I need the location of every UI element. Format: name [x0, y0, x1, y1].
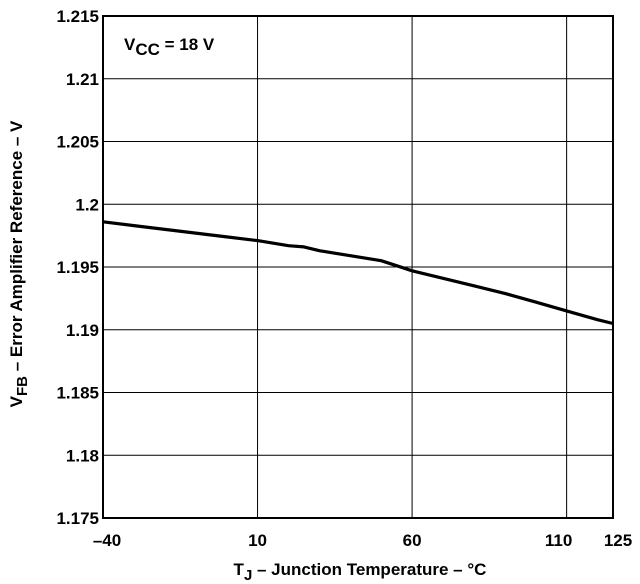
x-tick-labels: –40 10 60 110 125	[93, 531, 632, 550]
y-tick-label: 1.195	[56, 258, 99, 277]
y-tick-label: 1.175	[56, 509, 99, 528]
plot-area	[102, 15, 614, 519]
x-axis-title: TJ – Junction Temperature – °C	[234, 560, 487, 584]
y-tick-label: 1.19	[66, 321, 99, 340]
y-tick-label: 1.205	[56, 133, 99, 152]
y-tick-label: 1.185	[56, 384, 99, 403]
y-tick-label: 1.2	[75, 195, 99, 214]
y-tick-labels: 1.175 1.18 1.185 1.19 1.195 1.2 1.205 1.21 1.215	[56, 7, 99, 528]
y-axis-title: VFB – Error Amplifier Reference – V	[7, 120, 31, 407]
y-tick-label: 1.21	[66, 70, 99, 89]
x-tick-label: 10	[248, 531, 267, 550]
vcc-annotation: VCC = 18 V	[124, 35, 215, 59]
x-tick-label: 60	[403, 531, 422, 550]
grid-lines	[103, 16, 613, 518]
x-tick-label: 110	[545, 531, 572, 550]
series-line	[102, 220, 614, 326]
x-tick-label: –40	[93, 531, 121, 550]
y-tick-label: 1.18	[66, 446, 99, 465]
x-tick-label: 125	[604, 531, 632, 550]
y-tick-label: 1.215	[56, 7, 99, 26]
